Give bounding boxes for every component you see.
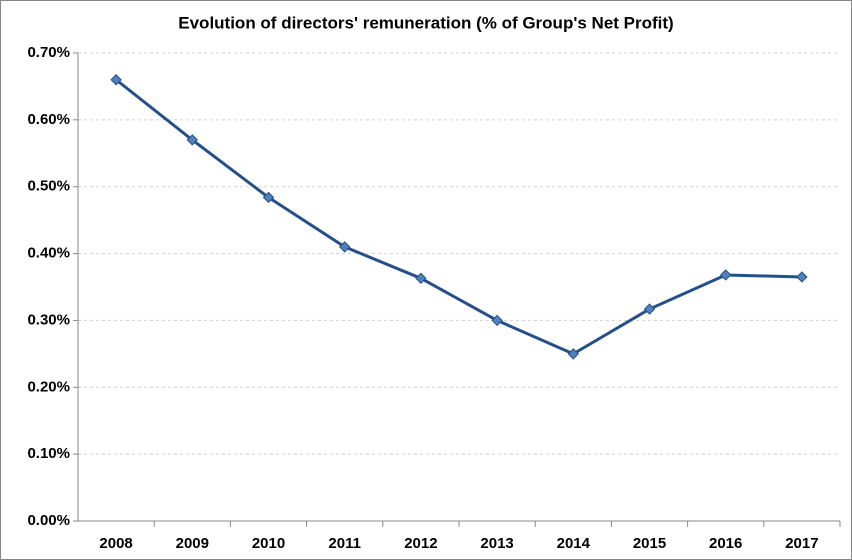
y-tick-label: 0.00% — [27, 512, 70, 529]
chart-title: Evolution of directors' remuneration (% … — [178, 13, 673, 32]
x-tick-label: 2013 — [480, 535, 513, 552]
marker — [643, 303, 656, 315]
line — [115, 78, 802, 356]
y-tick-label: 0.40% — [27, 245, 70, 262]
marker — [719, 269, 732, 281]
x-tick-label: 2015 — [633, 535, 666, 552]
marker — [415, 272, 427, 285]
y-tick-label: 0.20% — [27, 378, 70, 395]
marker — [796, 271, 808, 283]
marker — [110, 74, 122, 86]
y-tick-label: 0.60% — [27, 111, 70, 128]
x-tick-label: 2011 — [328, 535, 361, 552]
x-tick-label: 2012 — [404, 535, 437, 552]
y-tick-label: 0.50% — [27, 178, 70, 195]
x-tick-label: 2017 — [785, 535, 818, 552]
marker — [338, 241, 351, 253]
x-tick-label: 2010 — [252, 535, 285, 552]
marker — [567, 348, 580, 360]
y-tick-label: 0.30% — [27, 311, 70, 328]
marker — [491, 314, 503, 327]
x-tick-label: 2014 — [557, 535, 591, 552]
x-tick-label: 2016 — [709, 535, 742, 552]
x-tick-label: 2008 — [99, 535, 132, 552]
x-tick-label: 2009 — [176, 535, 209, 552]
y-tick-label: 0.10% — [27, 445, 70, 462]
marker — [186, 134, 199, 146]
marker — [262, 191, 275, 204]
y-tick-label: 0.70% — [27, 44, 70, 61]
